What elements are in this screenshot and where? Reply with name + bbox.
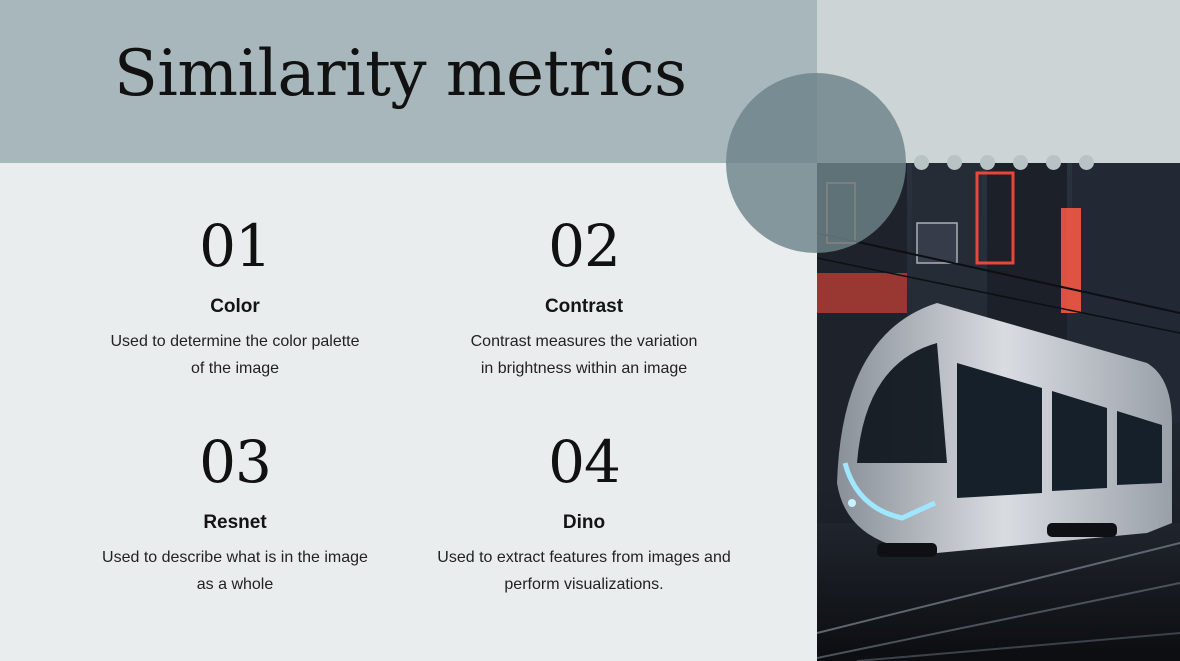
metric-description-line: Used to extract features from images and — [437, 549, 731, 566]
metric-description-line: Used to determine the color palette — [110, 333, 360, 350]
content-area: 01 Color Used to determine the color pal… — [0, 163, 817, 661]
dot — [947, 155, 962, 170]
metric-description: Used to describe what is in the image as… — [70, 544, 400, 598]
dot-row — [914, 155, 1094, 170]
metric-description-line: perform visualizations. — [504, 576, 664, 593]
dot — [980, 155, 995, 170]
metric-description-line: as a whole — [196, 576, 274, 593]
tram-illustration — [817, 163, 1180, 661]
metric-number: 03 — [199, 428, 272, 496]
dot — [1046, 155, 1061, 170]
metric-heading: Contrast — [544, 296, 624, 317]
metric-number: 04 — [548, 428, 621, 496]
metric-description-line: Contrast measures the variation — [470, 333, 698, 350]
metric-item-color: 01 Color Used to determine the color pal… — [70, 213, 400, 382]
dot — [914, 155, 929, 170]
slide-title: Similarity metrics — [114, 37, 687, 111]
metric-number: 01 — [199, 212, 272, 280]
metric-heading: Dino — [562, 512, 606, 533]
metric-description: Contrast measures the variation in brigh… — [419, 328, 749, 382]
metric-description-line: Used to describe what is in the image — [102, 549, 368, 566]
accent-circle — [726, 73, 906, 253]
dot — [1079, 155, 1094, 170]
tram-photo — [817, 163, 1180, 661]
metric-item-contrast: 02 Contrast Contrast measures the variat… — [419, 213, 749, 382]
metric-item-resnet: 03 Resnet Used to describe what is in th… — [70, 429, 400, 598]
header-band — [0, 0, 817, 163]
metric-heading: Resnet — [203, 512, 267, 533]
metric-description: Used to extract features from images and… — [419, 544, 749, 598]
metric-item-dino: 04 Dino Used to extract features from im… — [419, 429, 749, 598]
metric-description-line: of the image — [190, 360, 280, 377]
dot — [1013, 155, 1028, 170]
metric-number: 02 — [548, 212, 621, 280]
metric-description-line: in brightness within an image — [480, 360, 688, 377]
metric-heading: Color — [210, 296, 260, 317]
metric-description: Used to determine the color palette of t… — [70, 328, 400, 382]
